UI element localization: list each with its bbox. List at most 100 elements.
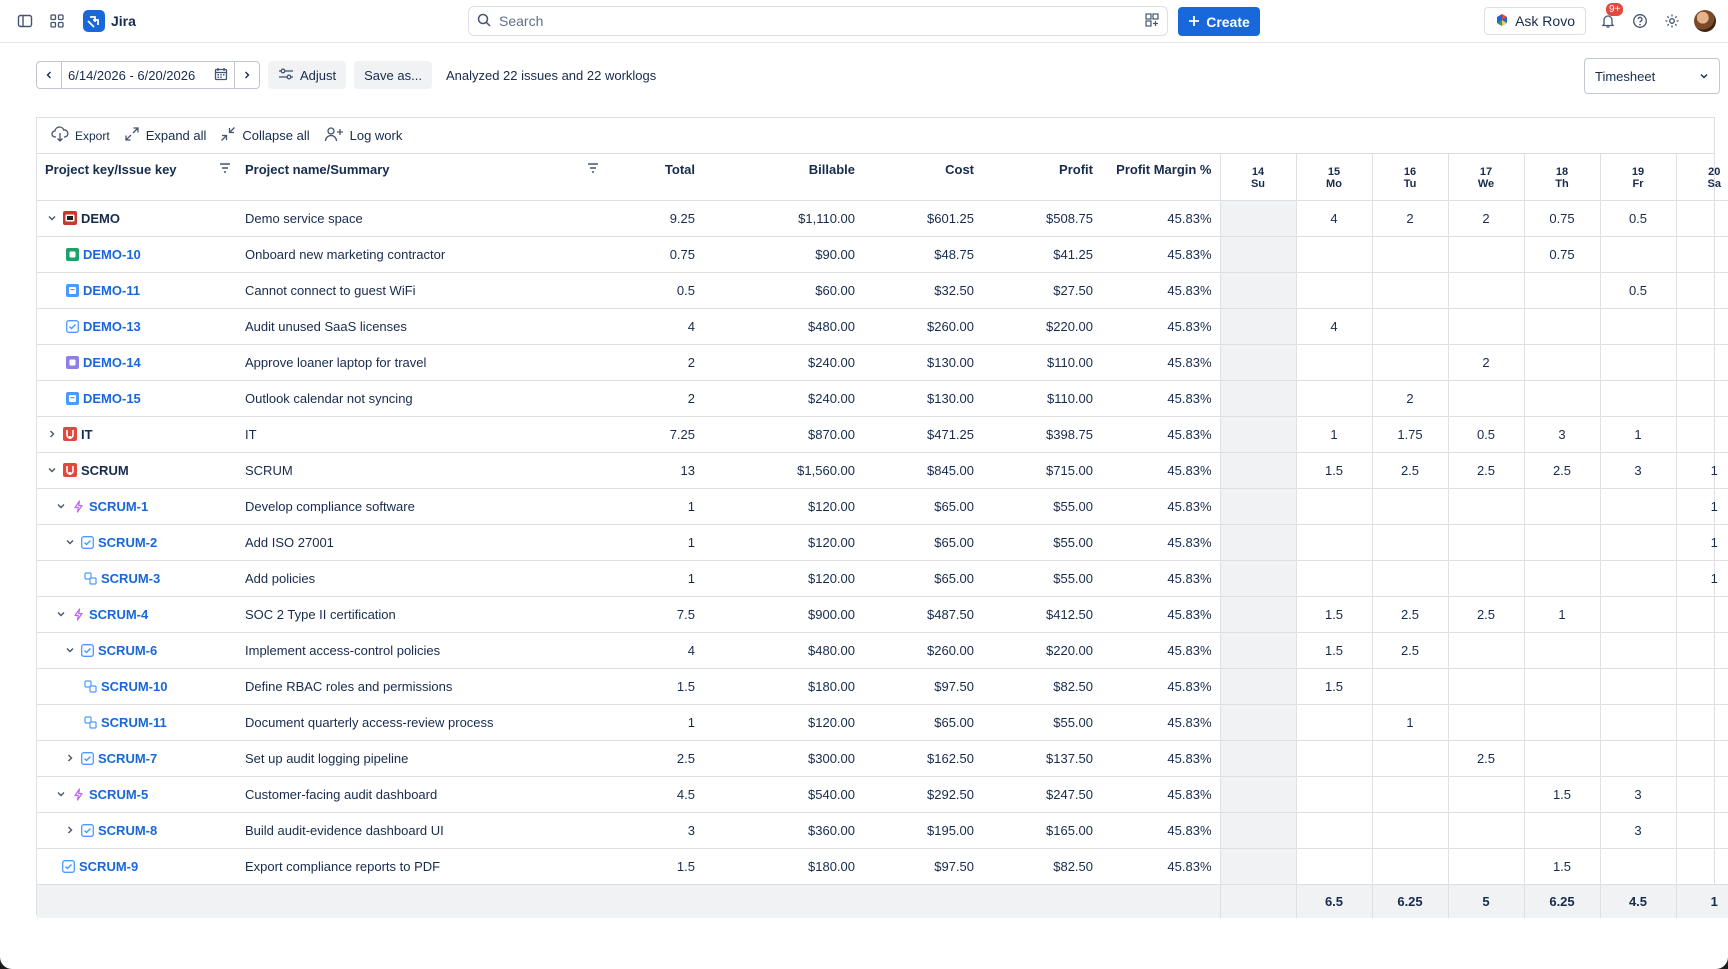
issue-key-link[interactable]: SCRUM-6 [98,642,158,658]
day-hours-cell[interactable] [1295,812,1372,849]
day-hours-cell[interactable] [1295,344,1372,381]
day-hours-cell[interactable] [1371,236,1448,273]
day-hours-cell[interactable] [1523,272,1600,309]
day-hours-cell[interactable] [1523,632,1600,669]
day-hours-cell[interactable]: 1.5 [1523,776,1600,813]
day-hours-cell[interactable] [1219,272,1296,309]
day-hours-cell[interactable]: 2 [1447,200,1524,237]
day-hours-cell[interactable] [1599,380,1676,417]
day-hours-cell[interactable] [1675,380,1728,417]
issue-key-link[interactable]: SCRUM-11 [101,714,167,730]
create-button[interactable]: Create [1178,7,1260,36]
day-hours-cell[interactable] [1371,740,1448,777]
day-hours-cell[interactable]: 2.5 [1447,596,1524,633]
table-row[interactable]: SCRUM-8 Build audit-evidence dashboard UI… [37,812,1728,849]
day-hours-cell[interactable]: 0.75 [1523,236,1600,273]
issue-key-link[interactable]: SCRUM-8 [98,822,158,838]
day-hours-cell[interactable]: 2 [1447,344,1524,381]
table-row[interactable]: DEMO-14 Approve loaner laptop for travel 2… [37,344,1728,381]
day-hours-cell[interactable] [1447,380,1524,417]
day-hours-cell[interactable] [1219,812,1296,849]
save-as-button[interactable]: Save as... [354,61,432,89]
day-hours-cell[interactable] [1599,740,1676,777]
export-button[interactable]: Export [51,126,110,145]
day-hours-cell[interactable] [1675,236,1728,273]
col-header-margin[interactable]: Profit Margin % [1101,154,1220,201]
col-header-name[interactable]: Project name/Summary [243,154,611,201]
day-hours-cell[interactable] [1447,632,1524,669]
day-hours-cell[interactable] [1675,344,1728,381]
chevron-right-icon[interactable] [63,825,77,835]
table-row[interactable]: SCRUM-11 Document quarterly access-review… [37,704,1728,741]
day-hours-cell[interactable] [1219,308,1296,345]
day-hours-cell[interactable] [1371,272,1448,309]
col-header-day-17[interactable]: 17 We [1447,154,1524,201]
day-hours-cell[interactable] [1523,560,1600,597]
day-hours-cell[interactable] [1523,524,1600,561]
chevron-down-icon[interactable] [54,609,68,619]
col-header-day-15[interactable]: 15 Mo [1295,154,1372,201]
day-hours-cell[interactable] [1371,812,1448,849]
col-header-day-20[interactable]: 20 Sa [1675,154,1728,201]
day-hours-cell[interactable]: 1.5 [1295,632,1372,669]
day-hours-cell[interactable] [1295,560,1372,597]
day-hours-cell[interactable] [1599,488,1676,525]
day-hours-cell[interactable] [1295,848,1372,885]
col-header-key[interactable]: Project key/Issue key [37,154,243,201]
day-hours-cell[interactable] [1371,344,1448,381]
day-hours-cell[interactable]: 3 [1599,812,1676,849]
day-hours-cell[interactable]: 2.5 [1371,632,1448,669]
day-hours-cell[interactable] [1219,740,1296,777]
day-hours-cell[interactable]: 0.5 [1599,200,1676,237]
adjust-button[interactable]: Adjust [268,61,347,89]
day-hours-cell[interactable] [1447,668,1524,705]
day-hours-cell[interactable] [1675,596,1728,633]
day-hours-cell[interactable] [1219,416,1296,453]
col-header-day-14[interactable]: 14 Su [1219,154,1296,201]
prev-week-button[interactable] [37,62,61,88]
chevron-down-icon[interactable] [63,537,77,547]
day-hours-cell[interactable] [1219,668,1296,705]
notifications-icon[interactable]: 9+ [1594,3,1624,35]
app-switcher-icon[interactable] [43,7,71,35]
day-hours-cell[interactable] [1219,848,1296,885]
table-row[interactable]: SCRUM-10 Define RBAC roles and permission… [37,668,1728,705]
view-select[interactable]: Timesheet [1584,58,1720,94]
day-hours-cell[interactable] [1447,560,1524,597]
day-hours-cell[interactable] [1523,488,1600,525]
day-hours-cell[interactable]: 1 [1675,524,1728,561]
day-hours-cell[interactable] [1523,344,1600,381]
day-hours-cell[interactable] [1599,632,1676,669]
day-hours-cell[interactable] [1219,452,1296,489]
issue-key-link[interactable]: SCRUM-3 [101,570,161,586]
chevron-down-icon[interactable] [54,789,68,799]
help-icon[interactable] [1626,7,1654,35]
day-hours-cell[interactable] [1675,668,1728,705]
table-row[interactable]: DEMO-10 Onboard new marketing contractor 0… [37,236,1728,273]
day-hours-cell[interactable] [1371,848,1448,885]
user-avatar[interactable] [1694,10,1716,32]
day-hours-cell[interactable] [1599,308,1676,345]
day-hours-cell[interactable] [1599,560,1676,597]
issue-key-link[interactable]: DEMO-13 [83,318,141,334]
day-hours-cell[interactable] [1371,308,1448,345]
day-hours-cell[interactable]: 2.5 [1371,452,1448,489]
table-row[interactable]: SCRUM-6 Implement access-control policies… [37,632,1728,669]
day-hours-cell[interactable]: 2.5 [1447,740,1524,777]
day-hours-cell[interactable] [1447,272,1524,309]
table-row[interactable]: DEMO-15 Outlook calendar not syncing 2 $240… [37,380,1728,417]
day-hours-cell[interactable] [1295,704,1372,741]
col-header-billable[interactable]: Billable [703,154,863,201]
collapse-all-button[interactable]: Collapse all [220,126,310,145]
issue-key-link[interactable]: SCRUM-10 [101,678,168,694]
col-header-day-19[interactable]: 19 Fr [1599,154,1676,201]
day-hours-cell[interactable] [1675,632,1728,669]
day-hours-cell[interactable] [1219,488,1296,525]
day-hours-cell[interactable] [1219,236,1296,273]
issue-key-link[interactable]: SCRUM-1 [89,498,149,514]
day-hours-cell[interactable]: 3 [1599,452,1676,489]
issue-key-link[interactable]: SCRUM-2 [98,534,158,550]
day-hours-cell[interactable] [1675,704,1728,741]
day-hours-cell[interactable] [1447,812,1524,849]
table-row[interactable]: SCRUM-7 Set up audit logging pipeline 2.5 $… [37,740,1728,777]
